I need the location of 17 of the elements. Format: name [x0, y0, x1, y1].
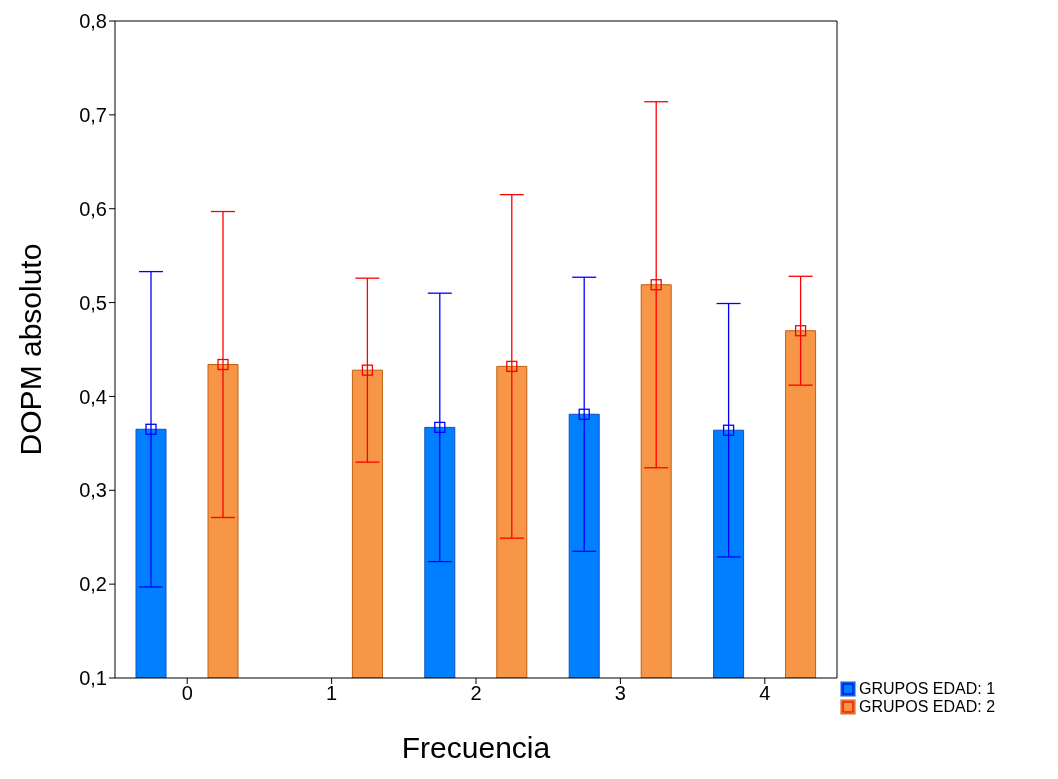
x-tick-label: 4	[759, 682, 771, 705]
y-tick-label: 0,8	[79, 10, 107, 33]
y-tick-label: 0,3	[79, 479, 107, 502]
y-tick-label: 0,1	[79, 667, 107, 690]
y-axis-title: DOPM absoluto	[13, 243, 47, 456]
y-tick-label: 0,6	[79, 197, 107, 220]
y-tick-label: 0,7	[79, 103, 107, 126]
y-tick-label: 0,5	[79, 291, 107, 314]
legend-label: GRUPOS EDAD: 2	[859, 698, 996, 716]
x-tick-label: 1	[326, 682, 338, 705]
x-tick-label: 3	[614, 682, 626, 705]
x-tick-label: 2	[470, 682, 482, 705]
x-tick-label: 0	[181, 682, 193, 705]
y-tick-label: 0,2	[79, 573, 107, 596]
y-tick-label: 0,4	[79, 385, 107, 408]
legend-label: GRUPOS EDAD: 1	[859, 680, 996, 698]
x-axis-title: Frecuencia	[401, 731, 551, 764]
